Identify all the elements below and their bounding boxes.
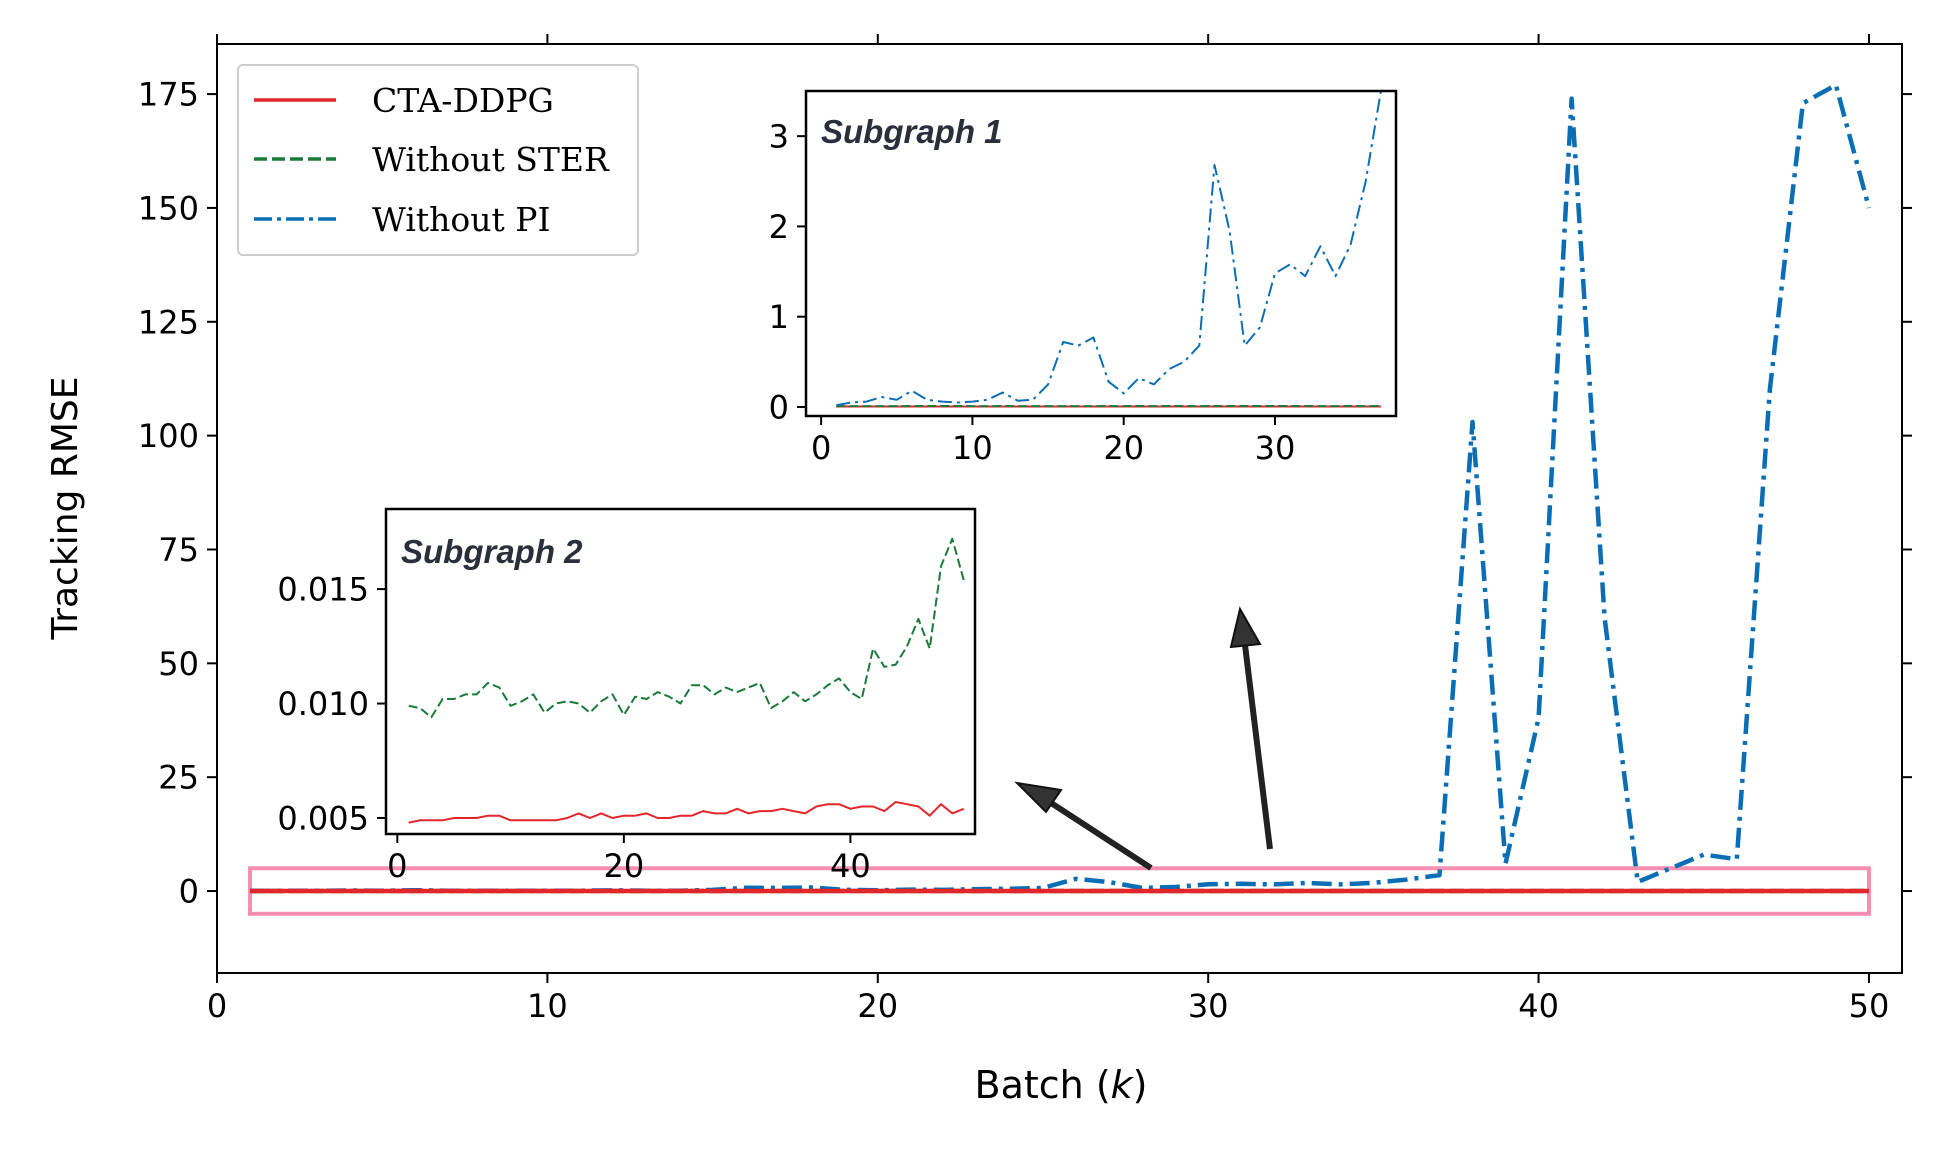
inset-2-y-tick-label-0-010: 0.010 [277,685,369,723]
inset-2-lines [408,537,965,824]
inset-1-title: Subgraph 1 [821,113,1003,150]
legend-label-without-pi: Without PI [372,200,551,239]
main-frame [216,43,1903,974]
inset-1-x-tick-label-30: 30 [1255,429,1296,467]
inset-1-x-tick-label-20: 20 [1103,429,1144,467]
main-y-tick-label-0: 0 [179,873,199,911]
inset-subgraph-1: 0 10 20 30 0 1 2 3 Subgraph 1 [769,89,1398,467]
inset-2-y-tick-label-0-015: 0.015 [277,571,369,609]
x-axis-label-variable: k [1111,1063,1135,1107]
inset-1-frame [804,89,1398,418]
inset-1-x-tick-label-10: 10 [952,429,993,467]
main-y-tick-label-50: 50 [158,645,199,683]
main-x-tick-label-20: 20 [857,987,898,1025]
legend-label-cta-ddpg: CTA-DDPG [372,81,554,120]
legend-frame [237,64,639,256]
main-y-tick-label-175: 175 [138,76,199,114]
main-y-tick-label-100: 100 [138,417,199,455]
inset-1-x-tick-label-0: 0 [811,429,831,467]
x-axis-label-open: ( [1084,1063,1111,1107]
arrow-to-subgraph-1-head [1229,606,1262,649]
main-y-tick-label-25: 25 [158,759,199,797]
inset-1-series-without-pi [836,91,1382,407]
zoom-arrows [1014,606,1273,871]
arrow-to-subgraph-1-shaft [1242,644,1273,850]
x-axis-label: Batch (k) [975,1063,1148,1107]
inset-1-y-tick-label-0: 0 [769,388,789,426]
inset-1-axes: 0 10 20 30 0 1 2 3 [769,89,1398,467]
inset-1-lines [836,91,1382,408]
main-y-tick-label-125: 125 [138,303,199,341]
x-axis-label-text: Batch [975,1063,1084,1107]
legend: CTA-DDPG Without STER Without PI [237,64,639,256]
main-y-tick-label-150: 150 [138,189,199,227]
arrow-to-subgraph-2-shaft [1043,796,1153,871]
inset-1-y-tick-label-3: 3 [769,118,789,156]
legend-label-without-ster: Without STER [372,140,610,179]
main-x-tick-label-10: 10 [527,987,568,1025]
inset-subgraph-2: 0 20 40 0.005 0.010 0.015 Subgraph 2 [277,507,977,885]
x-axis-label-close: ) [1133,1063,1148,1107]
main-x-tick-label-50: 50 [1849,987,1890,1025]
inset-2-background [386,509,975,834]
main-y-tick-label-75: 75 [158,531,199,569]
inset-1-y-tick-label-1: 1 [769,298,789,336]
inset-2-series-without-ster [408,537,965,719]
inset-2-x-tick-label-40: 40 [830,847,871,885]
arrow-to-subgraph-2-head [1014,781,1063,814]
inset-2-y-tick-label-0-005: 0.005 [277,799,369,837]
main-x-tick-label-0: 0 [207,987,227,1025]
y-axis-label: Tracking RMSE [45,377,86,641]
inset-2-series-cta-ddpg [408,801,965,824]
inset-1-y-tick-label-2: 2 [769,208,789,246]
main-series-lines [249,82,1872,894]
inset-2-title: Subgraph 2 [401,533,583,570]
inset-2-x-tick-label-0: 0 [387,847,407,885]
inset-2-frame [384,507,977,836]
main-x-tick-label-30: 30 [1188,987,1229,1025]
main-x-tick-label-40: 40 [1518,987,1559,1025]
inset-2-axes: 0 20 40 0.005 0.010 0.015 [277,507,977,885]
inset-2-x-tick-label-20: 20 [604,847,645,885]
